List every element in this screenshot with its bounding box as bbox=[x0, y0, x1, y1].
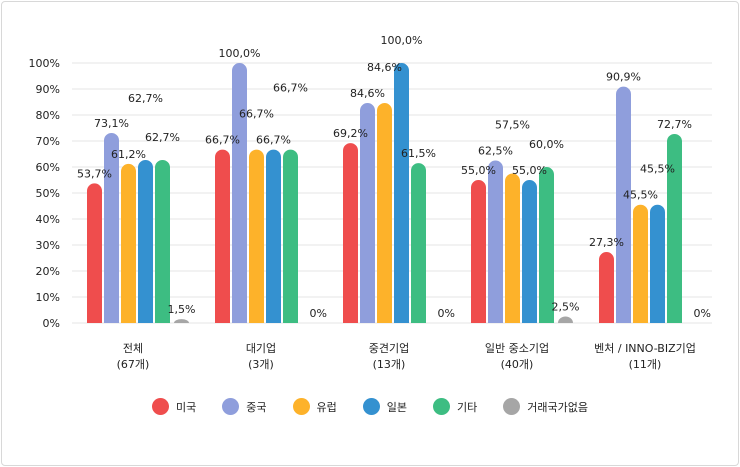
data-label: 0% bbox=[310, 307, 327, 320]
data-label: 45,5% bbox=[640, 163, 675, 176]
data-label: 2,5% bbox=[552, 301, 580, 314]
legend-label: 중국 bbox=[246, 400, 267, 414]
x-category-label: 전체 bbox=[123, 342, 143, 355]
legend-item[interactable]: 기타 bbox=[433, 398, 477, 415]
legend-swatch-icon bbox=[292, 398, 310, 415]
data-label: 0% bbox=[438, 307, 455, 320]
data-label: 61,5% bbox=[401, 147, 436, 160]
x-category-label: 중견기업 bbox=[369, 342, 409, 355]
data-label: 27,3% bbox=[589, 236, 624, 249]
bar-유럽 bbox=[121, 163, 136, 323]
bar-기타 bbox=[667, 133, 682, 323]
legend-swatch-icon bbox=[433, 398, 450, 415]
bar-미국 bbox=[87, 183, 102, 323]
x-category-count: (13개) bbox=[373, 358, 406, 371]
data-label: 62,7% bbox=[145, 131, 180, 144]
bar-중국 bbox=[104, 132, 119, 323]
bar-미국 bbox=[471, 180, 486, 323]
bar-기타 bbox=[283, 149, 298, 323]
bar-기타 bbox=[411, 163, 426, 323]
data-label: 90,9% bbox=[606, 71, 641, 84]
bar-중국 bbox=[360, 103, 375, 323]
y-tick-label: 70% bbox=[36, 135, 60, 148]
data-label: 84,6% bbox=[350, 87, 385, 100]
x-category-label: 대기업 bbox=[246, 342, 276, 355]
y-tick-label: 10% bbox=[36, 291, 60, 304]
x-category-count: (11개) bbox=[629, 358, 662, 371]
data-label: 1,5% bbox=[168, 303, 196, 316]
bar-일본 bbox=[650, 204, 665, 323]
data-label: 62,5% bbox=[478, 145, 513, 158]
bar-유럽 bbox=[377, 103, 392, 323]
data-label: 62,7% bbox=[128, 92, 163, 105]
data-label: 55,0% bbox=[512, 164, 547, 177]
data-label: 69,2% bbox=[333, 127, 368, 140]
y-tick-label: 50% bbox=[36, 187, 60, 200]
bar-미국 bbox=[215, 149, 230, 323]
x-category-label: 벤처 / INNO-BIZ기업 bbox=[594, 342, 696, 355]
data-label: 72,7% bbox=[657, 118, 692, 131]
data-label: 66,7% bbox=[239, 108, 274, 121]
y-tick-label: 100% bbox=[29, 57, 60, 70]
bar-일본 bbox=[522, 180, 537, 323]
data-label: 73,1% bbox=[94, 117, 129, 130]
bar-중국 bbox=[488, 160, 504, 323]
legend-label: 일본 bbox=[386, 400, 407, 414]
legend-swatch-icon bbox=[222, 398, 240, 415]
data-label: 100,0% bbox=[219, 47, 261, 60]
bar-유럽 bbox=[633, 204, 648, 323]
bar-일본 bbox=[394, 63, 409, 324]
bar-기타 bbox=[539, 167, 554, 323]
legend-label: 기타 bbox=[457, 400, 478, 414]
data-label: 84,6% bbox=[367, 61, 402, 74]
legend: 미국 중국 유럽 일본 기타 거래국가없음 bbox=[0, 398, 740, 415]
x-category-label: 일반 중소기업 bbox=[485, 341, 549, 355]
data-label: 45,5% bbox=[623, 189, 658, 202]
data-label: 100,0% bbox=[381, 34, 423, 47]
legend-item[interactable]: 미국 bbox=[152, 398, 196, 415]
data-label: 55,0% bbox=[461, 164, 496, 177]
y-tick-label: 60% bbox=[36, 161, 60, 174]
legend-item[interactable]: 거래국가없음 bbox=[503, 398, 588, 415]
bar-미국 bbox=[599, 252, 614, 323]
legend-item[interactable]: 유럽 bbox=[292, 398, 337, 415]
bar-거래국가없음 bbox=[174, 319, 189, 323]
legend-swatch-icon bbox=[503, 398, 521, 415]
y-tick-label: 0% bbox=[43, 317, 60, 330]
data-label: 0% bbox=[694, 307, 711, 320]
legend-label: 거래국가없음 bbox=[527, 400, 588, 414]
legend-label: 유럽 bbox=[316, 400, 337, 414]
data-label: 57,5% bbox=[495, 119, 530, 132]
bar-일본 bbox=[138, 159, 153, 323]
bar-유럽 bbox=[249, 149, 264, 323]
bar-일본 bbox=[266, 149, 281, 323]
legend-swatch-icon bbox=[362, 398, 380, 415]
bar-유럽 bbox=[505, 173, 520, 323]
y-tick-label: 80% bbox=[36, 109, 60, 122]
x-category-count: (67개) bbox=[117, 358, 150, 371]
y-tick-label: 20% bbox=[36, 265, 60, 278]
data-label: 66,7% bbox=[256, 134, 291, 147]
bar-거래국가없음 bbox=[558, 316, 573, 323]
data-label: 61,2% bbox=[111, 148, 146, 161]
x-category-count: (40개) bbox=[501, 358, 534, 371]
data-label: 66,7% bbox=[273, 82, 308, 95]
y-tick-label: 90% bbox=[36, 83, 60, 96]
data-label: 66,7% bbox=[205, 134, 240, 147]
data-label: 53,7% bbox=[77, 167, 112, 180]
x-category-count: (3개) bbox=[248, 358, 274, 371]
bar-미국 bbox=[343, 143, 358, 323]
y-tick-label: 40% bbox=[36, 213, 60, 226]
data-label: 60,0% bbox=[529, 138, 564, 151]
legend-label: 미국 bbox=[176, 400, 197, 414]
legend-item[interactable]: 중국 bbox=[222, 398, 267, 415]
legend-item[interactable]: 일본 bbox=[362, 398, 407, 415]
bar-기타 bbox=[155, 159, 170, 323]
legend-swatch-icon bbox=[152, 398, 169, 415]
bar-중국 bbox=[616, 86, 631, 323]
y-tick-label: 30% bbox=[36, 239, 60, 252]
bar-중국 bbox=[232, 63, 247, 324]
